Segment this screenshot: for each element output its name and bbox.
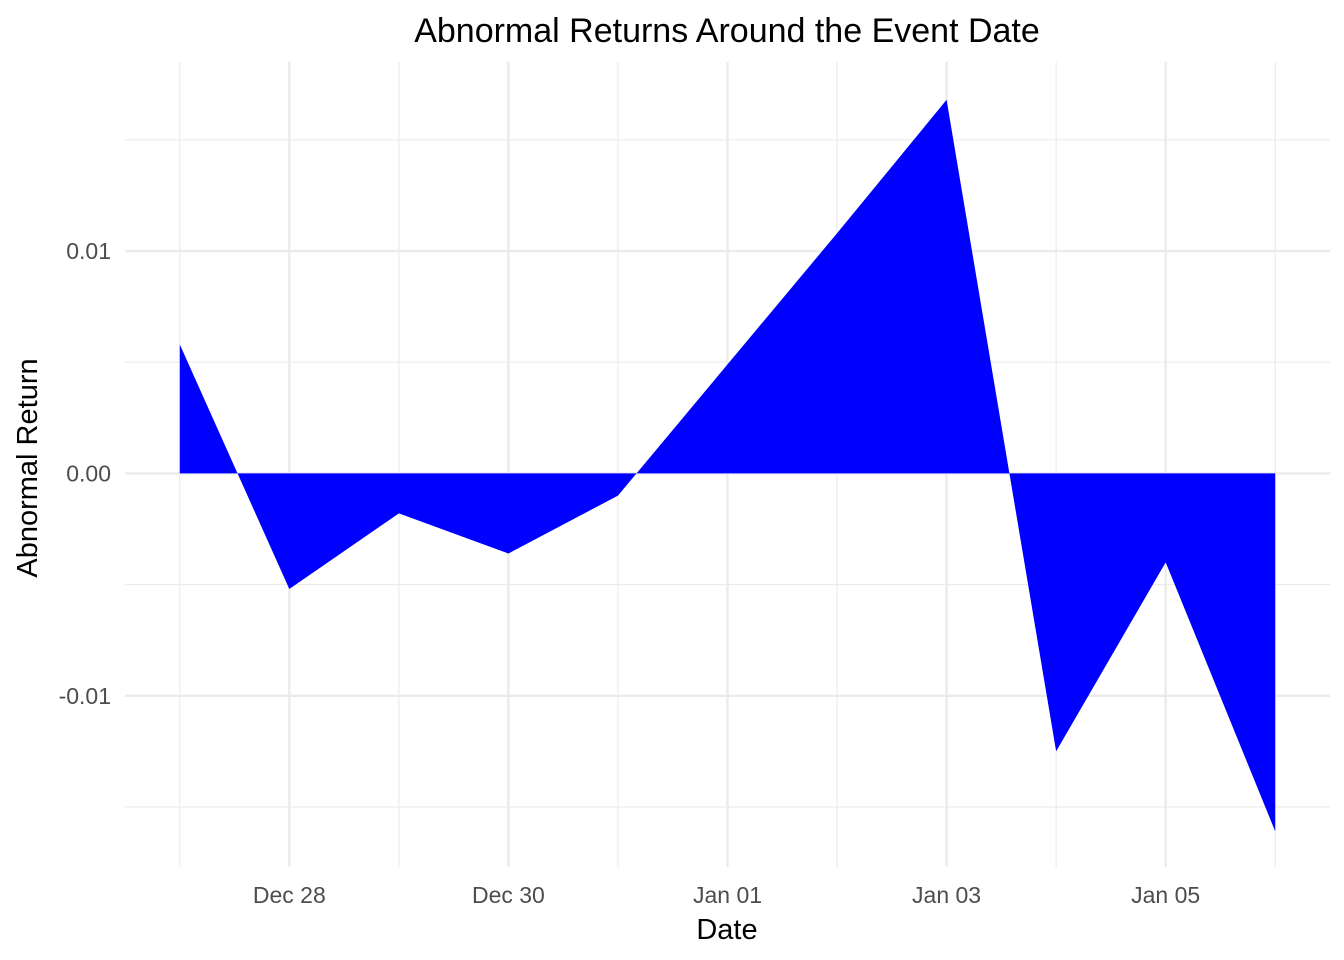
- x-tick-label: Dec 28: [253, 882, 326, 908]
- abnormal-return-area: [179, 99, 1276, 832]
- area-series: [179, 99, 1276, 832]
- x-tick-label: Jan 01: [693, 882, 762, 908]
- tick-labels: Dec 28 Dec 30 Jan 01 Jan 03 Jan 05 0.01 0.00 -0…: [59, 238, 1201, 908]
- y-axis-title: Abnormal Return: [12, 358, 44, 577]
- x-tick-label: Jan 03: [912, 882, 981, 908]
- chart-title: Abnormal Returns Around the Event Date: [414, 12, 1040, 50]
- x-tick-label: Dec 30: [472, 882, 545, 908]
- y-tick-label: 0.00: [66, 460, 111, 486]
- y-tick-label: -0.01: [59, 683, 111, 709]
- x-tick-label: Jan 05: [1131, 882, 1200, 908]
- x-axis-title: Date: [696, 914, 757, 946]
- y-tick-label: 0.01: [66, 238, 111, 264]
